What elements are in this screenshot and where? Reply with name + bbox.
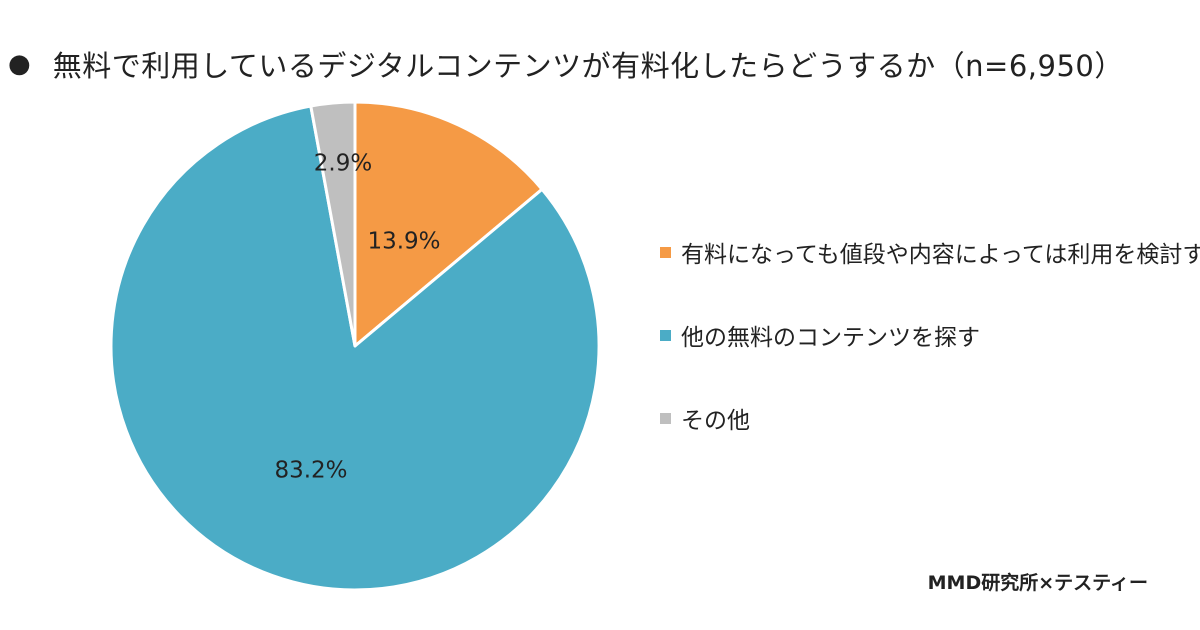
chart-legend: 有料になっても値段や内容によっては利用を検討する 他の無料のコンテンツを探す そ… xyxy=(660,232,1200,481)
chart-title-row: ● 無料で利用しているデジタルコンテンツが有料化したらどうするか（n=6,950… xyxy=(8,44,1124,84)
chart-title: 無料で利用しているデジタルコンテンツが有料化したらどうするか（n=6,950） xyxy=(52,49,1124,83)
legend-label-find-free: 他の無料のコンテンツを探す xyxy=(681,325,980,351)
legend-swatch-find-free xyxy=(660,329,671,341)
title-bullet: ● xyxy=(8,49,31,79)
legend-swatch-other xyxy=(660,412,671,424)
pie-slice-other xyxy=(309,100,357,348)
legend-label-other: その他 xyxy=(681,408,750,434)
pie-slice-find-free xyxy=(109,104,601,592)
legend-item-consider-paid: 有料になっても値段や内容によっては利用を検討する xyxy=(660,232,1200,272)
legend-item-other: その他 xyxy=(660,398,1200,438)
legend-label-consider-paid: 有料になっても値段や内容によっては利用を検討する xyxy=(681,242,1200,268)
legend-item-find-free: 他の無料のコンテンツを探す xyxy=(660,315,1200,355)
data-label-other: 2.9% xyxy=(314,151,372,177)
pie-chart: 13.9% 83.2% 2.9% xyxy=(109,100,601,592)
data-label-consider-paid: 13.9% xyxy=(367,229,440,255)
legend-swatch-consider-paid xyxy=(660,246,671,258)
pie-slice-consider-paid xyxy=(353,100,544,348)
source-credit: MMD研究所×テスティー xyxy=(927,572,1148,594)
data-label-find-free: 83.2% xyxy=(274,458,347,484)
